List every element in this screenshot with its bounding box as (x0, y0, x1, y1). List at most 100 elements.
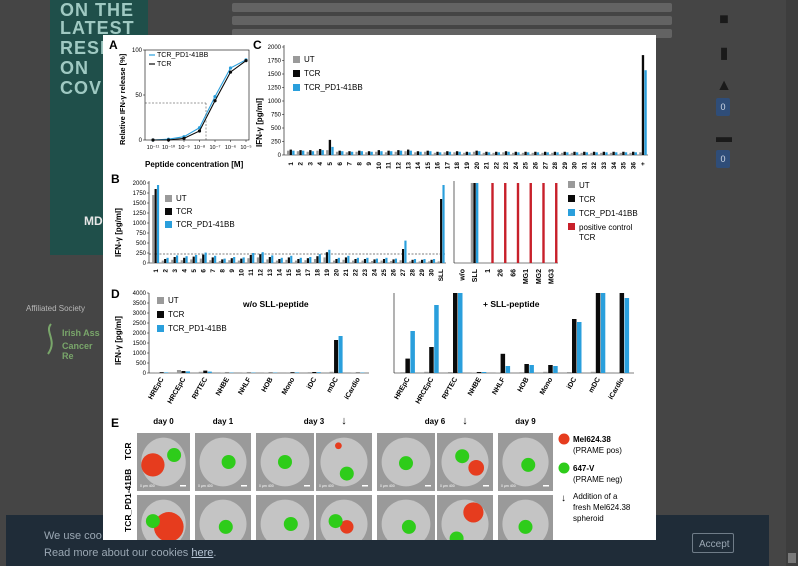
bar-ut (543, 371, 548, 373)
x-tick-label: 24 (513, 162, 520, 170)
y-tick-label: 2000 (133, 181, 147, 187)
x-tick-label: MG3 (549, 269, 556, 284)
bar-tcr (405, 358, 410, 373)
bar-tcr-pd1-41bb (475, 183, 479, 263)
bar-ut (313, 259, 317, 263)
bar-ut (329, 371, 334, 373)
y-tick-label: 500 (136, 241, 147, 247)
x-tick-label: 2 (162, 269, 169, 273)
bar-tcr-pd1-41bb (468, 152, 471, 155)
legend-swatch (293, 84, 300, 91)
bar-ut (619, 152, 622, 155)
cookie-here-link[interactable]: here (191, 547, 214, 559)
bar-ut (639, 152, 642, 155)
bar-tcr (289, 149, 292, 155)
bar-ut (307, 372, 312, 373)
society-logo-text: Irish Ass (62, 328, 100, 338)
bar-tcr (154, 189, 157, 263)
bar-ut (171, 259, 174, 263)
x-tick-label: 15 (286, 269, 293, 277)
day-header: day 6 (425, 417, 446, 426)
bar-tcr-pd1-41bb (233, 257, 236, 263)
legend-title: 647-V (573, 464, 595, 473)
bar-tcr-pd1-41bb (605, 152, 608, 155)
thumbs-up-icon[interactable]: ▲ (716, 77, 732, 94)
bar-ut (375, 151, 378, 155)
report-icon[interactable]: ■ (719, 11, 729, 28)
bar-tcr (436, 151, 439, 155)
down-arrow-icon: ↓ (462, 415, 468, 427)
bar-tcr (397, 150, 400, 155)
bar-tcr (592, 151, 596, 155)
panel-e-legend: Mel624.38 (PRAME pos) 647-V (PRAME neg) … (558, 433, 631, 523)
x-tick-label: 4 (181, 269, 188, 273)
figure-lightbox[interactable]: A 0 50 100 10⁻¹¹ 10⁻¹⁰ 10⁻⁹ 10⁻⁸ 10⁻⁷ 10⁻⁶ 10⁻⁵ … (103, 35, 656, 540)
legend-swatch (165, 208, 172, 215)
bar-tcr-pd1-41bb (507, 151, 510, 155)
x-tick-label: MG2 (536, 269, 543, 284)
legend-sub: (PRAME pos) (573, 446, 622, 455)
bar-ut (424, 371, 429, 373)
legend-label: TCR (579, 233, 596, 242)
bar-tcr-pd1-41bb (214, 255, 217, 263)
comment-icon[interactable]: ▮ (719, 45, 729, 62)
banner-line: LATEST (60, 18, 135, 38)
bar-tcr-pd1-41bb (280, 257, 283, 263)
x-tick-label: 10⁻¹¹ (147, 145, 160, 151)
bar-tcr (367, 151, 371, 155)
legend-label: UT (176, 194, 187, 203)
x-tick-label: 7 (347, 162, 354, 166)
bar-tcr-pd1-41bb (356, 257, 359, 263)
bar-tcr-pd1-41bb (375, 258, 378, 263)
scrollbar-thumb[interactable] (788, 553, 796, 563)
x-tick-label: 26 (532, 162, 539, 170)
bar-tcr-pd1-41bb (331, 146, 334, 155)
bar-ut (228, 260, 231, 263)
bar-tcr-pd1-41bb (432, 259, 436, 263)
banner-line: ON (60, 58, 89, 78)
y-tick-label: 1500 (133, 341, 147, 347)
v647-spheroid (167, 448, 182, 463)
bar-tcr (164, 259, 167, 263)
bar-ut (492, 152, 495, 155)
bar-tcr (377, 150, 380, 155)
bar-tcr (465, 151, 469, 155)
data-point (213, 95, 217, 99)
bar-tcr-pd1-41bb (328, 249, 331, 263)
x-tick-label: 25 (381, 269, 388, 277)
bar-tcr (534, 151, 537, 155)
accept-cookies-button[interactable]: Accept (692, 533, 734, 553)
x-tick-label: 27 (400, 269, 407, 277)
v647-spheroid (278, 455, 292, 469)
bar-tcr (338, 150, 341, 155)
bar-ut (443, 152, 446, 155)
banner-logo: MD (84, 214, 103, 228)
arrow-note: Addition of a (573, 492, 618, 501)
bar-tcr (221, 259, 224, 263)
panel-a-series (151, 58, 248, 142)
bar-ut (502, 152, 505, 155)
scrollbar-track[interactable] (786, 0, 798, 566)
legend-label: TCR_PD1-41BB (579, 209, 638, 218)
x-tick-label: 10⁻¹⁰ (162, 144, 176, 151)
legend-label: positive control (579, 223, 633, 232)
x-tick-label: HRCEpC (415, 377, 436, 406)
bar-tcr-pd1-41bb (316, 372, 321, 373)
bar-ut (345, 152, 349, 155)
v647-spheroid (221, 455, 236, 469)
x-tick-label: 11 (248, 269, 255, 276)
y-tick-label: 1000 (133, 351, 147, 357)
y-tick-label: 0 (139, 138, 143, 144)
bar-tcr (622, 151, 625, 155)
society-logo[interactable]: Irish Ass Cancer Re (44, 322, 106, 361)
y-tick-label: 1000 (268, 99, 282, 105)
bar-tcr (602, 151, 606, 155)
bar-ut (355, 151, 358, 155)
cookie-message: We use coo (44, 530, 102, 542)
comment-dots-icon[interactable]: ▬ (716, 129, 732, 146)
scale-label: 0 μm 400 (140, 484, 155, 488)
x-tick-label: + (640, 162, 647, 166)
bar-tcr (430, 259, 433, 263)
